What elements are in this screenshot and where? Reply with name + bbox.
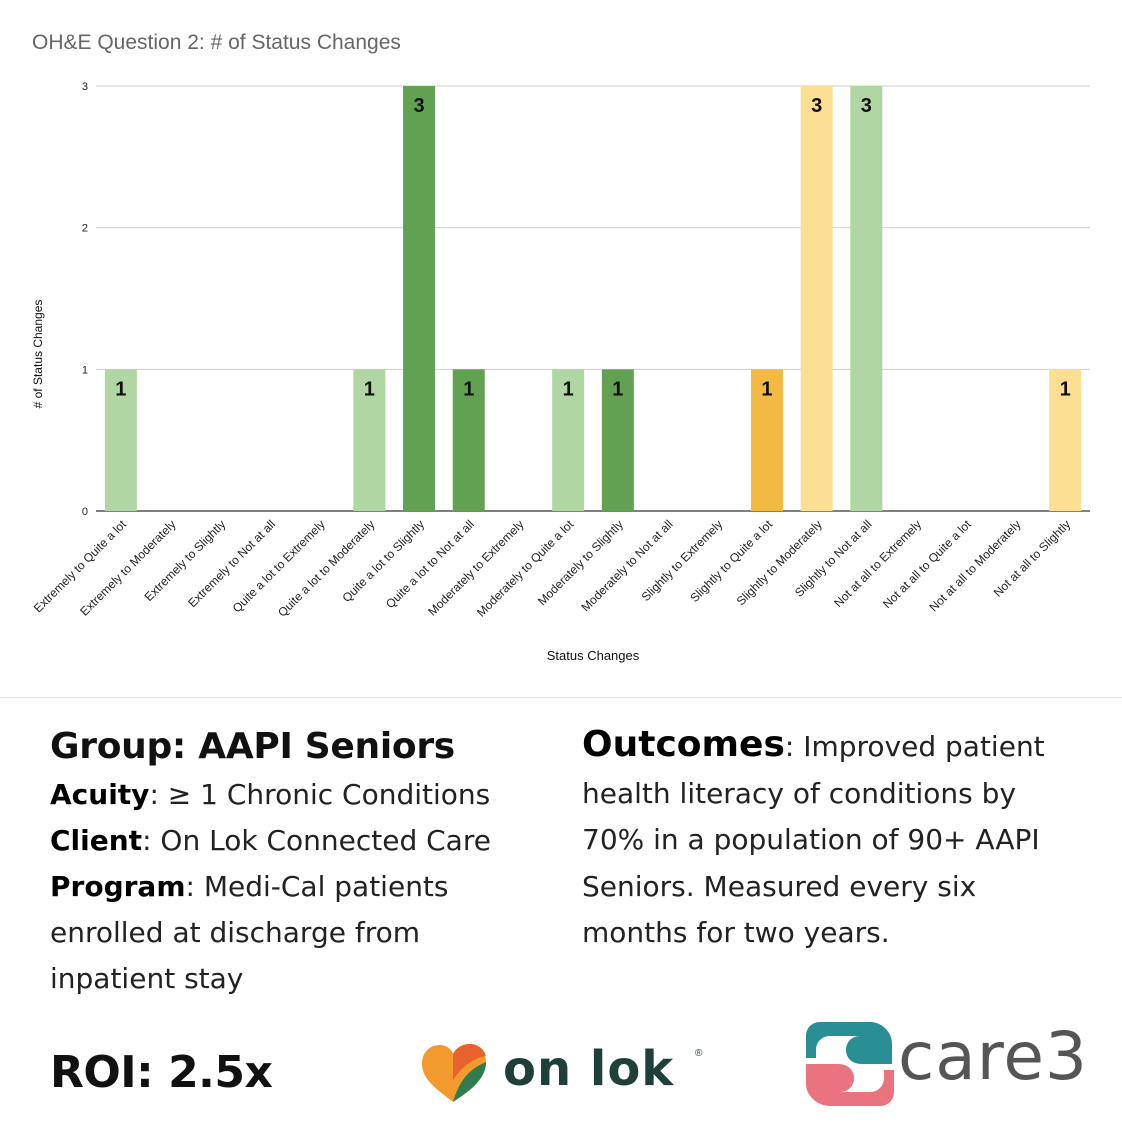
bar — [750, 369, 783, 511]
x-tick-label: Quite a lot to Moderately — [275, 517, 377, 619]
care3-logo-icon — [806, 1022, 894, 1106]
x-tick-label: Quite a lot to Extremely — [230, 517, 328, 615]
chart-panel: OH&E Question 2: # of Status Changes 1 1 3… — [31, 31, 1090, 663]
care3-wordmark: care3 — [898, 1018, 1089, 1095]
outcomes-info: Outcomes: Improved patient health litera… — [582, 722, 1082, 957]
data-label: 3 — [811, 95, 822, 117]
data-label: 3 — [861, 95, 872, 117]
bar — [552, 369, 585, 511]
acuity-value: 1 Chronic Conditions — [200, 778, 491, 811]
x-axis-label: Status Changes — [547, 648, 640, 663]
section-divider — [0, 697, 1122, 698]
onlok-registered-mark: ® — [695, 1048, 703, 1059]
acuity-symbol: ≥ — [167, 778, 192, 811]
y-tick-label: 1 — [82, 364, 88, 376]
program-line-2: enrolled at discharge from — [50, 916, 421, 949]
outcomes-line-4: Seniors. Measured every six — [582, 869, 977, 903]
data-label: 1 — [612, 378, 623, 400]
y-tick-label: 0 — [82, 506, 88, 518]
bar — [800, 86, 833, 511]
data-label: 1 — [463, 378, 474, 400]
bar — [104, 369, 137, 511]
bar — [850, 86, 883, 511]
outcomes-text-1: Improved patient — [803, 730, 1045, 763]
onlok-wordmark: on lok — [503, 1041, 675, 1097]
chart-title: OH&E Question 2: # of Status Changes — [32, 31, 401, 54]
client-value: On Lok Connected Care — [160, 824, 491, 857]
program-label: Program — [50, 870, 186, 903]
bar — [1049, 369, 1082, 511]
roi-value: ROI: 2.5x — [50, 1047, 273, 1098]
client-label: Client — [50, 824, 143, 857]
bar — [403, 86, 436, 511]
data-label: 1 — [115, 378, 126, 400]
x-tick-label: Extremely to Quite a lot — [31, 517, 130, 616]
outcomes-line-3: 70% in a population of 90+ AAPI — [582, 823, 1040, 856]
group-title: Group: AAPI Seniors — [50, 726, 455, 767]
data-label: 1 — [364, 378, 375, 400]
program-line: Program: Medi-Cal patients — [50, 870, 449, 903]
outcomes-line-5: months for two years. — [582, 916, 890, 949]
x-tick-label: Moderately to Extremely — [425, 517, 526, 618]
acuity-label: Acuity — [50, 778, 150, 811]
x-tick-label: Moderately to Slightly — [535, 517, 626, 608]
x-tick-label: Extremely to Moderately — [77, 517, 178, 618]
group-info: Group: AAPI Seniors Acuity: ≥ 1 Chronic … — [50, 722, 550, 1002]
bar — [452, 369, 485, 511]
client-line: Client: On Lok Connected Care — [50, 824, 491, 857]
outcomes-label: Outcomes — [582, 724, 785, 765]
x-tick-label: Not at all to Quite a lot — [880, 517, 974, 611]
x-tick-label: Not at all to Extremely — [831, 517, 924, 610]
bar — [601, 369, 634, 511]
onlok-heart-icon — [422, 1044, 486, 1102]
program-line-1: Medi-Cal patients — [203, 870, 449, 903]
x-tick-label: Not at all to Moderately — [926, 517, 1023, 614]
x-tick-label: Slightly to Moderately — [734, 517, 825, 608]
y-tick-label: 3 — [82, 81, 88, 93]
program-line-3: inpatient stay — [50, 962, 244, 995]
x-tick-label: Quite a lot to Not at all — [383, 517, 477, 611]
x-tick-label: Moderately to Quite a lot — [474, 517, 577, 620]
y-axis-label: # of Status Changes — [31, 300, 45, 409]
data-label: 3 — [413, 95, 424, 117]
x-tick-label: Quite a lot to Slightly — [339, 517, 427, 605]
data-label: 1 — [563, 378, 574, 400]
acuity-line: Acuity: ≥ 1 Chronic Conditions — [50, 778, 491, 811]
outcomes-line-1: Outcomes: Improved patient — [582, 724, 1045, 765]
x-tick-label: Slightly to Quite a lot — [687, 517, 775, 605]
x-tick-label: Extremely to Not at all — [185, 517, 278, 610]
data-label: 1 — [1060, 378, 1071, 400]
outcomes-line-2: health literacy of conditions by — [582, 776, 1017, 810]
bar — [353, 369, 386, 511]
y-tick-label: 2 — [82, 223, 88, 235]
data-label: 1 — [761, 378, 772, 400]
x-tick-label: Moderately to Not at all — [579, 517, 676, 614]
